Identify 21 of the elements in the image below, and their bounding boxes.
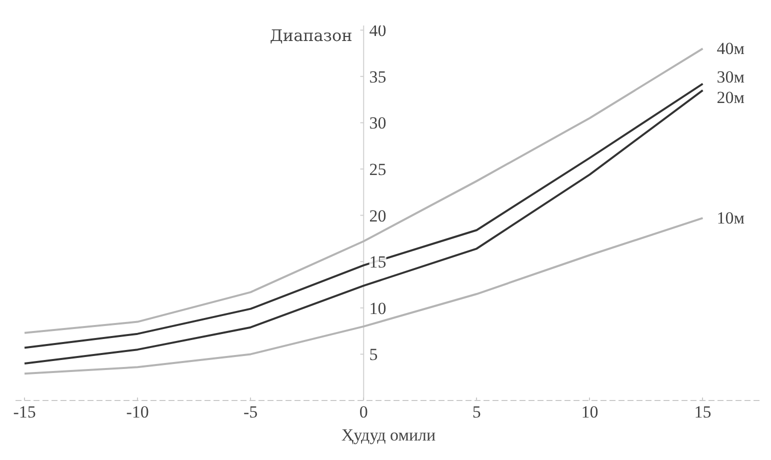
y-tick-label: 15 xyxy=(369,252,386,272)
y-tick-label: 35 xyxy=(369,67,386,86)
y-tick-label: 30 xyxy=(369,114,386,133)
y-tick-label: 25 xyxy=(369,160,386,180)
x-tick-label: -5 xyxy=(244,402,258,422)
y-tick-label: 10 xyxy=(369,298,386,318)
y-tick-label: 20 xyxy=(369,206,386,226)
x-tick-label: -15 xyxy=(13,402,36,422)
y-tick-label: 5 xyxy=(369,345,378,364)
series-label: 30м xyxy=(716,67,745,86)
series-label: 20м xyxy=(716,88,745,107)
x-tick-label: 0 xyxy=(359,402,368,422)
x-tick-label: -10 xyxy=(126,402,149,422)
x-axis-title: Ҳудуд омили xyxy=(341,426,436,444)
x-tick-label: 15 xyxy=(694,402,712,422)
x-tick-label: 10 xyxy=(581,402,598,422)
series-label: 40м xyxy=(716,39,745,58)
line-series xyxy=(24,48,704,334)
x-tick-label: 5 xyxy=(472,402,481,422)
y-axis-title: Диапазон xyxy=(270,26,352,46)
series-label: 10м xyxy=(716,208,745,228)
